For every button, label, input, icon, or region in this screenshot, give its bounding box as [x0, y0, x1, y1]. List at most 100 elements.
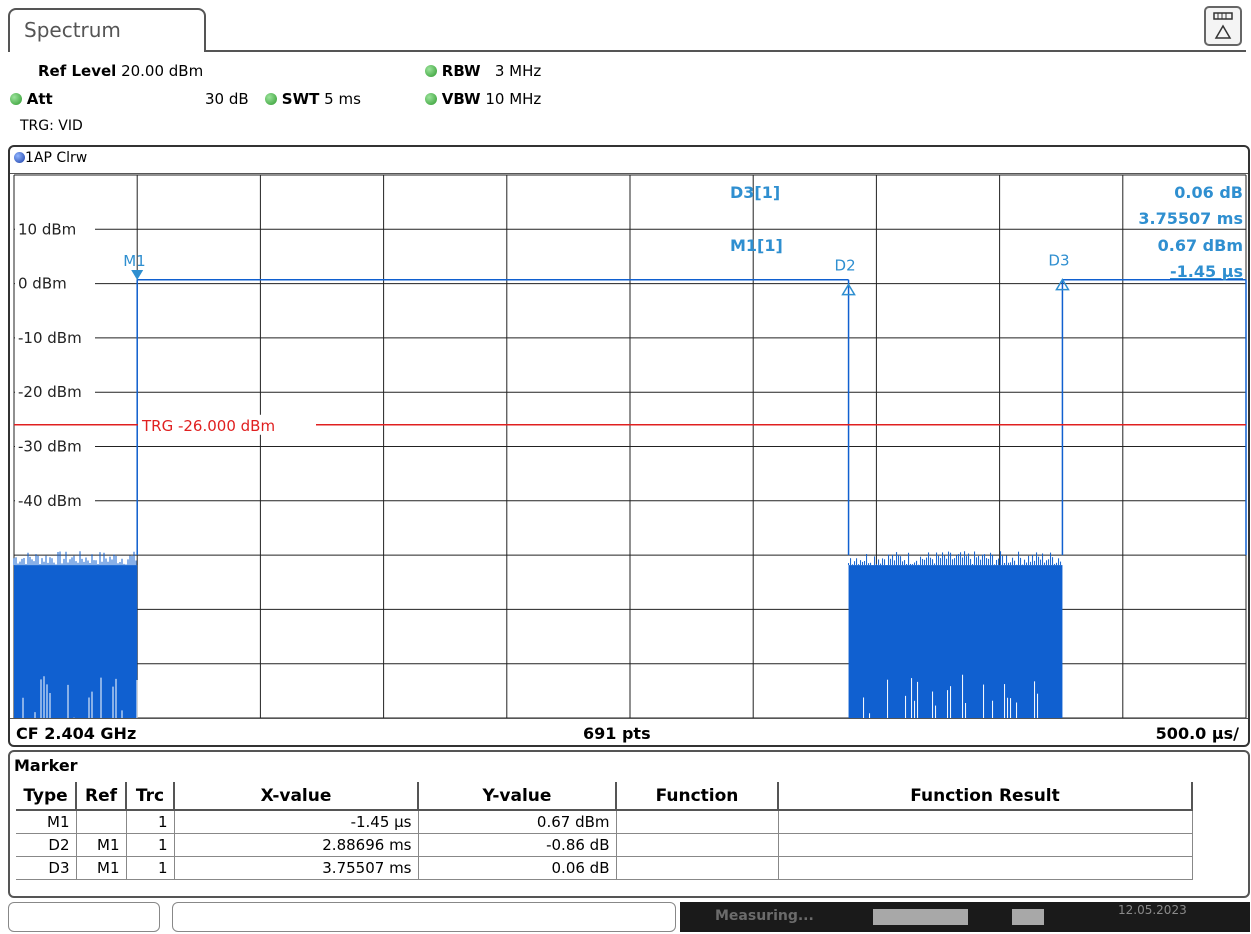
- col-function: Function: [616, 782, 779, 811]
- ref-level: Ref Level 20.00 dBm: [38, 62, 203, 80]
- col-y-value: Y-value: [418, 782, 617, 811]
- ref-level-value: 20.00 dBm: [121, 62, 204, 80]
- axis-bottom-bar: [10, 718, 1248, 746]
- m1-readout-label: M1[1]: [730, 236, 783, 255]
- y-tick-label: 10 dBm: [18, 220, 76, 238]
- trace-label: 1AP Clrw: [14, 150, 87, 166]
- col-trc: Trc: [126, 782, 175, 811]
- vbw: VBW 10 MHz: [425, 90, 541, 108]
- y-label-bg: [15, 382, 95, 403]
- trigger-label: TRG -26.000 dBm: [141, 417, 275, 435]
- swt: SWT 5 ms: [265, 90, 361, 108]
- table-row[interactable]: M1 1 -1.45 µs 0.67 dBm: [16, 810, 1193, 834]
- vbw-indicator-icon: [425, 93, 437, 105]
- trigger-info: TRG: VID: [20, 118, 83, 134]
- cell-function-result: [778, 810, 1193, 834]
- cell-trc: 1: [126, 810, 175, 834]
- cell-type: D2: [16, 833, 77, 857]
- noise-floor-block: [848, 565, 1063, 718]
- cell-x-value: 2.88696 ms: [174, 833, 419, 857]
- cell-trc: 1: [126, 856, 175, 880]
- m1-readout-value: 0.67 dBm: [1157, 236, 1243, 255]
- marker-symbol: [131, 269, 144, 280]
- y-tick-label: -40 dBm: [18, 492, 82, 510]
- y-label-bg: [15, 490, 95, 511]
- trigger-line: TRG -26.000 dBm: [14, 414, 1246, 435]
- swt-indicator-icon: [265, 93, 277, 105]
- cell-x-value: -1.45 µs: [174, 810, 419, 834]
- cell-ref: [76, 810, 127, 834]
- cell-type: M1: [16, 810, 77, 834]
- trace-label-bar: [10, 147, 1248, 174]
- ref-level-label: Ref Level: [38, 62, 117, 80]
- y-tick-label: 0 dBm: [18, 275, 67, 293]
- cell-function: [616, 810, 779, 834]
- time-per-division: 500.0 µs/: [1155, 724, 1239, 743]
- d3-readout-label: D3[1]: [730, 183, 781, 202]
- points-count: 691 pts: [583, 724, 651, 743]
- spectrum-tab[interactable]: [8, 8, 206, 52]
- cell-function-result: [778, 833, 1193, 857]
- spectrum-panel: [8, 145, 1250, 747]
- cell-function: [616, 856, 779, 880]
- trace-indicator-icon: [14, 152, 25, 163]
- progress-indicator: [873, 909, 968, 925]
- y-label-bg: [15, 219, 95, 240]
- table-row[interactable]: D3 M1 1 3.75507 ms 0.06 dB: [16, 856, 1193, 880]
- col-x-value: X-value: [174, 782, 419, 811]
- cell-y-value: -0.86 dB: [418, 833, 617, 857]
- marker-label: D2: [835, 257, 856, 275]
- trigger-label-bg: [138, 414, 316, 435]
- marker-table: Type Ref Trc X-value Y-value Function Fu…: [16, 782, 1193, 880]
- vbw-label: VBW: [441, 90, 481, 108]
- rbw-label: RBW: [441, 62, 481, 80]
- rbw-value: 3 MHz: [494, 62, 542, 80]
- rbw: RBW 3 MHz: [425, 62, 541, 80]
- lxi-indicator-icon: [1012, 909, 1044, 925]
- y-tick-label: -20 dBm: [18, 383, 82, 401]
- att-value: 30 dB: [205, 90, 249, 108]
- trace-1: [13, 279, 1247, 718]
- marker-symbol: [841, 283, 856, 296]
- cell-y-value: 0.67 dBm: [418, 810, 617, 834]
- y-tick-label: -30 dBm: [18, 438, 82, 456]
- att-label: Att: [26, 90, 53, 108]
- cell-function-result: [778, 856, 1193, 880]
- spectrum-tab-label: Spectrum: [24, 18, 121, 42]
- marker-panel-title: Marker: [14, 756, 78, 775]
- cell-function: [616, 833, 779, 857]
- rbw-indicator-icon: [425, 65, 437, 77]
- noise-floor-block: [14, 565, 138, 718]
- cell-ref: M1: [76, 833, 127, 857]
- col-ref: Ref: [76, 782, 127, 811]
- display-settings-icon[interactable]: [1204, 6, 1242, 46]
- marker-label: M1: [123, 252, 146, 270]
- att: Att: [10, 90, 53, 108]
- cell-x-value: 3.75507 ms: [174, 856, 419, 880]
- status-field-1[interactable]: [8, 902, 160, 932]
- y-label-bg: [15, 273, 95, 294]
- y-axis-labels: 10 dBm 0 dBm -10 dBm -20 dBm -30 dBm -40 dBm: [15, 219, 95, 511]
- markers: M1 D2 D3: [123, 252, 1070, 296]
- d3-readout-time: 3.75507 ms: [1138, 209, 1243, 228]
- center-frequency: CF 2.404 GHz: [16, 724, 137, 743]
- col-type: Type: [16, 782, 77, 811]
- marker-label: D3: [1048, 252, 1069, 270]
- cell-ref: M1: [76, 856, 127, 880]
- trace-label-text: 1AP Clrw: [25, 150, 88, 166]
- status-date: 12.05.2023: [1118, 903, 1187, 917]
- col-function-result: Function Result: [778, 782, 1193, 811]
- d3-readout-value: 0.06 dB: [1174, 183, 1243, 202]
- table-row[interactable]: D2 M1 1 2.88696 ms -0.86 dB: [16, 833, 1193, 857]
- y-label-bg: [15, 436, 95, 457]
- tab-underline: [206, 50, 1246, 52]
- swt-label: SWT: [281, 90, 320, 108]
- grid: [13, 174, 1247, 719]
- status-field-2[interactable]: [172, 902, 676, 932]
- marker-symbol: [1055, 278, 1070, 291]
- m1-readout-time: -1.45 µs: [1170, 262, 1243, 281]
- swt-value: 5 ms: [324, 90, 361, 108]
- y-label-bg: [15, 327, 95, 348]
- measuring-status: Measuring...: [715, 908, 814, 924]
